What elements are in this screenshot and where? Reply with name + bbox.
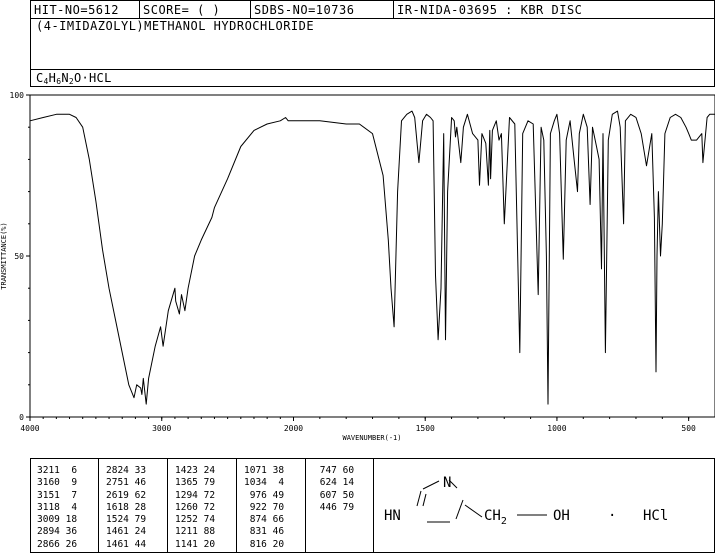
y-tick-label: 50: [14, 252, 24, 261]
plot-frame: [29, 94, 715, 418]
peak-entry: 3151 7: [37, 489, 78, 501]
peak-entry: 624 14: [314, 477, 355, 489]
peak-entry: 2619 62: [106, 489, 147, 501]
peak-entry: 1260 72: [175, 501, 216, 513]
peak-entry: 3211 6: [37, 465, 78, 476]
peak-column-2: 2824 33 2751 46 2619 62 1618 28 1524 79 1461 …: [106, 465, 146, 551]
peak-entry: 446 79: [314, 501, 355, 513]
peak-column-3: 1423 24 1365 79 1294 72 1260 72 1252 74 1211 …: [175, 465, 215, 551]
formula-divider: [30, 69, 715, 70]
peak-table-divider: [167, 458, 168, 553]
peak-entry: 1423 24: [175, 465, 216, 476]
salt-dot: ·: [608, 508, 616, 524]
peak-entry: 831 46: [244, 526, 285, 538]
peak-entry: 1618 28: [106, 501, 147, 513]
peak-entry: 976 49: [244, 489, 285, 501]
peak-entry: 1461 44: [106, 538, 147, 550]
peak-entry: 1034 4: [244, 477, 285, 489]
nh-label: HN: [384, 508, 401, 524]
peak-column-1: 3211 6 3160 9 3151 7 3118 4 3009 18 2894 36 28…: [37, 465, 77, 551]
divider: [393, 1, 394, 19]
peak-entry: 2894 36: [37, 526, 78, 538]
y-tick-label: 0: [19, 413, 24, 422]
peak-table-divider: [236, 458, 237, 553]
peak-entry: 1365 79: [175, 477, 216, 489]
x-tick-label: 500: [681, 424, 696, 433]
ring-nitrogen-label: N: [443, 475, 451, 491]
peak-entry: 1141 20: [175, 538, 216, 550]
x-tick-label: 3000: [152, 424, 171, 433]
peak-entry: 607 50: [314, 489, 355, 501]
peak-column-4: 1071 38 1034 4 976 49 922 70 874 66 831 4…: [244, 465, 284, 551]
x-tick-label: 1000: [547, 424, 566, 433]
peak-entry: 1524 79: [106, 514, 147, 526]
x-tick-label: 4000: [20, 424, 39, 433]
score: SCORE= ( ): [143, 3, 221, 17]
peak-table-divider: [98, 458, 99, 553]
peak-entry: 1294 72: [175, 489, 216, 501]
ch2-label: CH2: [484, 508, 507, 527]
compound-name: (4-IMIDAZOLYL)METHANOL HYDROCHLORIDE: [36, 19, 315, 33]
divider: [139, 1, 140, 19]
peak-entry: 1252 74: [175, 514, 216, 526]
peak-entry: 2866 26: [37, 538, 78, 550]
x-tick-label: 2000: [284, 424, 303, 433]
x-axis-label: WAVENUMBER(-1): [342, 434, 401, 442]
peak-entry: 747 60: [314, 465, 355, 476]
peak-entry: 1461 24: [106, 526, 147, 538]
peak-entry: 3160 9: [37, 477, 78, 489]
imidazole-structure: N HN CH2 OH · HCl: [384, 475, 668, 527]
hit-number: HIT-NO=5612: [34, 3, 119, 17]
chart-area: 4000 3000 2000 1500 1000 500100500WAVENUMBER(…: [0, 91, 715, 442]
peak-entry: 922 70: [244, 501, 285, 513]
peak-entry: 1211 88: [175, 526, 216, 538]
sdbs-number: SDBS-NO=10736: [254, 3, 355, 17]
peak-entry: 816 20: [244, 538, 285, 550]
divider: [250, 1, 251, 19]
oh-label: OH: [553, 508, 570, 524]
y-tick-label: 100: [10, 91, 25, 100]
peak-entry: 2751 46: [106, 477, 147, 489]
peak-entry: 3118 4: [37, 501, 78, 513]
peak-table-divider: [305, 458, 306, 553]
peak-entry: 2824 33: [106, 465, 147, 476]
peak-entry: 874 66: [244, 514, 285, 526]
hcl-label: HCl: [643, 508, 668, 524]
molecular-formula: C4H6N2O·HCL: [36, 71, 112, 86]
peak-entry: 1071 38: [244, 465, 285, 476]
peak-entry: 3009 18: [37, 514, 78, 526]
y-axis-label: TRANSMITTANCE(%): [0, 222, 8, 289]
x-tick-label: 1500: [416, 424, 435, 433]
peak-column-5: 747 60 624 14 607 50 446 79: [314, 465, 354, 514]
peak-table: 3211 6 3160 9 3151 7 3118 4 3009 18 2894 36 28…: [30, 458, 374, 553]
ir-spectrum-chart: 4000 3000 2000 1500 1000 500100500WAVENUMBER(…: [0, 91, 715, 442]
spectrum-line: [29, 110, 715, 405]
sample-info: IR-NIDA-03695 : KBR DISC: [397, 3, 583, 17]
